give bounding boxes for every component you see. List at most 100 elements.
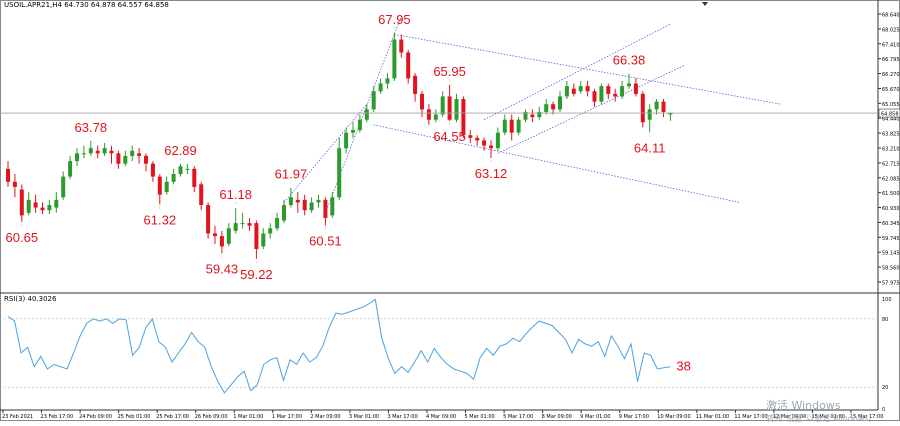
candle-body (433, 114, 438, 120)
rsi-tick-label: 100 (882, 297, 892, 303)
candle-body (288, 197, 293, 206)
current-price-label: 64.858 (881, 111, 899, 117)
candle-body (330, 197, 335, 216)
time-tick-label: 24 Feb 09:00 (79, 414, 112, 420)
time-tick-label: 9 Mar 17:00 (619, 414, 649, 420)
price-tick-label: 58.560 (882, 266, 900, 272)
candle-body (302, 199, 307, 211)
candle-body (516, 119, 521, 133)
price-tick-label: 57.975 (882, 281, 900, 287)
candle-body (378, 83, 383, 92)
time-tick-label: 4 Mar 09:00 (426, 414, 456, 420)
candle-body (392, 39, 397, 79)
candle-body (413, 75, 418, 94)
fractal-marker: ↓ (159, 205, 161, 210)
price-tick-label: 67.410 (882, 42, 900, 48)
candle-body (123, 155, 128, 164)
current-price-box (878, 108, 900, 118)
candle-body (233, 223, 238, 231)
candle-body (640, 93, 645, 123)
candle-body (247, 223, 252, 226)
candle-body (571, 88, 576, 94)
candle-body (137, 153, 142, 156)
candle-body (661, 101, 666, 112)
fractal-marker: ↓ (90, 133, 92, 138)
candle-body (544, 104, 549, 112)
candle-body (364, 109, 369, 120)
price-tick-label: 60.345 (882, 221, 900, 227)
candle-body (150, 163, 155, 177)
candle-body (357, 119, 362, 131)
swing-label-64.11: 64.11 (634, 140, 666, 155)
fractal-marker: ↓ (393, 25, 395, 30)
candle-body (468, 135, 473, 138)
fractal-marker: ↓ (235, 200, 237, 205)
price-tick-label: 68.025 (882, 27, 900, 33)
swing-label-59.22: 59.22 (240, 267, 273, 282)
candle-body (558, 96, 562, 110)
candle-body (585, 86, 590, 92)
candle-body (509, 119, 514, 133)
candle-body (19, 189, 24, 216)
candle-body (530, 114, 535, 118)
channel-line-decline (394, 34, 781, 105)
candle-body (323, 199, 328, 218)
channel-line-rebound (483, 23, 671, 121)
price-tick-label: 62.715 (882, 161, 900, 167)
candle-body (199, 184, 204, 206)
candle-body (164, 181, 169, 193)
candle-body (95, 150, 100, 154)
candle-body (282, 205, 286, 221)
chart-shift-marker (702, 2, 708, 6)
price-tick-label: 66.270 (882, 72, 900, 78)
candle-body (33, 202, 38, 208)
candle-body (268, 228, 273, 234)
time-tick-label: 5 Mar 17:00 (503, 414, 533, 420)
fractal-marker: ↓ (324, 225, 326, 230)
candle-body (344, 132, 349, 149)
watermark-line-2: 转到“设置”以激活 Windows。 (766, 414, 877, 423)
candle-body (440, 96, 445, 115)
price-tick-label: 61.500 (882, 191, 900, 197)
watermark-line-1: 激活 Windows (766, 399, 841, 412)
time-tick-label: 25 Feb 17:00 (156, 414, 189, 420)
candle-body (219, 236, 224, 247)
swing-label-67.95: 67.95 (378, 12, 411, 27)
candle-body (426, 109, 431, 120)
candle-body (461, 99, 466, 136)
candle-body (261, 233, 266, 247)
candle-body (192, 168, 197, 187)
price-tick-label: 63.825 (882, 132, 900, 138)
candle-body (54, 199, 59, 208)
candle-body (309, 202, 314, 211)
rsi-tick-label: 0 (882, 407, 885, 413)
candle-body (61, 176, 66, 198)
candle-body (171, 174, 176, 182)
rsi-tick-label: 20 (882, 385, 888, 391)
time-tick-label: 10 Mar 09:00 (657, 414, 690, 420)
candle-body (88, 148, 93, 154)
swing-label-63.12: 63.12 (475, 166, 508, 181)
time-tick-label: 23 Feb 2021 (2, 414, 33, 420)
candle-body (12, 181, 17, 187)
candle-body (185, 168, 190, 170)
swing-label-61.32: 61.32 (144, 213, 177, 228)
time-tick-label: 1 Mar 01:00 (233, 414, 263, 420)
candle-body (406, 52, 411, 79)
price-tick-label: 62.085 (882, 176, 900, 182)
candle-body (420, 93, 424, 110)
fractal-marker: ↓ (628, 66, 630, 71)
time-tick-label: 5 Mar 01:00 (465, 414, 495, 420)
candle-body (75, 153, 79, 162)
time-tick-label: 15 Mar 01:00 (811, 414, 844, 420)
candle-body (495, 132, 500, 149)
candle-body (454, 99, 459, 120)
candle-body (606, 86, 611, 94)
candle-body (475, 137, 480, 141)
candle-body (627, 83, 631, 87)
swing-label-63.78: 63.78 (75, 120, 108, 135)
time-tick-label: 11 Mar 17:00 (734, 414, 767, 420)
channel-line-decline (373, 124, 740, 203)
rsi-indicator-label: RSI(3) 40.3026 (4, 295, 57, 303)
candle-body (351, 130, 355, 133)
